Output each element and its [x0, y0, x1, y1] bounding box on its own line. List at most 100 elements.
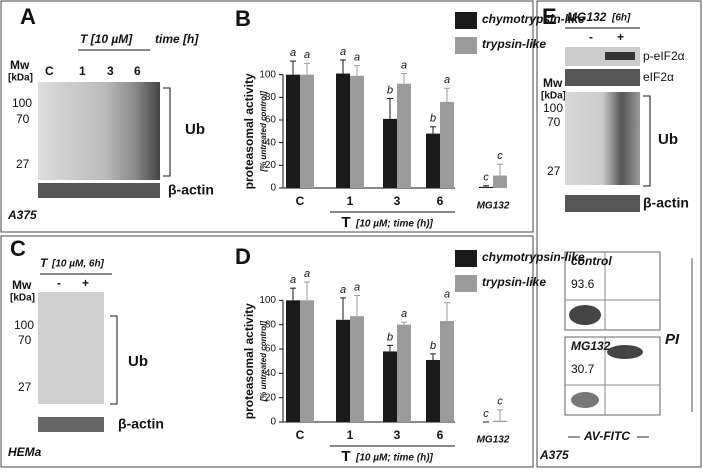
- bracket: [643, 95, 651, 187]
- bracket: [163, 87, 171, 177]
- mw-marker: 27: [16, 157, 30, 171]
- bar: [493, 175, 507, 188]
- treatment: MG132: [567, 10, 607, 24]
- x-tick-label: 1: [347, 194, 354, 208]
- bar: [300, 300, 314, 422]
- significance-letter: a: [340, 284, 346, 296]
- control-label: β-actin: [643, 195, 689, 211]
- mw-label: Mw: [10, 58, 30, 72]
- x-tick-label: C: [296, 194, 305, 208]
- band-label: Ub: [185, 121, 205, 138]
- control-label: β-actin: [168, 182, 214, 198]
- significance-letter: b: [387, 84, 393, 96]
- mw-unit: [kDa]: [541, 91, 566, 102]
- blot: [565, 92, 640, 185]
- bar: [426, 359, 440, 422]
- bracket: [110, 315, 118, 405]
- y-tick-label: 80: [265, 92, 277, 103]
- x-tick-label: 3: [394, 194, 401, 208]
- control-label: β-actin: [118, 416, 164, 432]
- significance-letter: a: [290, 274, 296, 286]
- y-tick-label: 80: [265, 319, 277, 330]
- bar: [440, 321, 454, 422]
- flow-condition: control: [571, 254, 612, 268]
- time-label: time [h]: [155, 32, 199, 46]
- panel-label: D: [235, 244, 251, 269]
- significance-letter: c: [483, 408, 489, 420]
- bar: [383, 118, 397, 188]
- panel-label: E: [542, 4, 557, 29]
- bar: [300, 74, 314, 188]
- protein-label: p-eIF2α: [643, 49, 685, 63]
- blot: [38, 292, 104, 404]
- y-tick-label: 40: [265, 368, 277, 379]
- lane-label: -: [57, 276, 61, 290]
- y-axis-sublabel: [% untreated control]: [259, 321, 268, 403]
- mw-marker: 27: [547, 164, 561, 178]
- mw-marker: 100: [14, 318, 34, 332]
- bar: [479, 186, 493, 188]
- significance-letter: a: [401, 59, 407, 71]
- flow-cloud: [607, 345, 643, 359]
- flow-value: 30.7: [571, 362, 595, 376]
- lane-label: C: [45, 64, 54, 78]
- mw-marker: 100: [543, 101, 563, 115]
- flow-value: 93.6: [571, 277, 595, 291]
- significance-letter: c: [483, 172, 489, 184]
- y-axis-label: proteasomal activity: [242, 303, 256, 419]
- panel-frame: [0, 0, 534, 233]
- significance-letter: c: [497, 150, 503, 162]
- x-tick-label: 1: [347, 428, 354, 442]
- bar: [397, 324, 411, 422]
- bar: [286, 74, 300, 188]
- treatment: T: [40, 256, 49, 270]
- y-tick-label: 0: [270, 183, 276, 194]
- treatment-detail: [10 µM, 6h]: [51, 259, 105, 270]
- x-axis-sublabel: [10 µM; time (h)]: [355, 219, 434, 230]
- x-tick-label: 6: [437, 194, 444, 208]
- bar: [350, 75, 364, 188]
- mw-unit: [kDa]: [10, 293, 35, 304]
- cell-line: HEMa: [8, 445, 42, 459]
- blot: [565, 47, 640, 66]
- blot: [565, 195, 640, 212]
- mw-marker: 70: [547, 115, 561, 129]
- panel-label: C: [10, 236, 26, 261]
- bar: [350, 316, 364, 422]
- y-tick-label: 40: [265, 137, 277, 148]
- lane-label: 1: [79, 64, 86, 78]
- legend-label: chymotrypsin-like: [482, 250, 585, 264]
- significance-letter: a: [354, 281, 360, 293]
- blot: [38, 417, 104, 432]
- blot: [38, 82, 160, 180]
- lane-label: 3: [107, 64, 114, 78]
- y-tick-label: 20: [265, 392, 277, 403]
- x-tick-label: 3: [394, 428, 401, 442]
- legend-swatch: [455, 12, 477, 29]
- mw-label: Mw: [543, 76, 563, 90]
- band-label: Ub: [128, 353, 148, 370]
- y-tick-label: 20: [265, 160, 277, 171]
- mw-marker: 70: [16, 112, 30, 126]
- blot: [565, 69, 640, 86]
- significance-letter: a: [340, 46, 346, 58]
- mw-unit: [kDa]: [8, 73, 33, 84]
- bar: [426, 133, 440, 188]
- significance-letter: b: [430, 113, 436, 125]
- bar: [383, 351, 397, 422]
- x-axis-label: T: [341, 214, 350, 231]
- legend-label: chymotrypsin-like: [482, 12, 585, 26]
- x-tick-label: MG132: [477, 435, 510, 446]
- x-tick-label: MG132: [477, 201, 510, 212]
- y-tick-label: 100: [259, 295, 276, 306]
- band-label: Ub: [658, 131, 678, 148]
- panel-frame: [536, 0, 702, 468]
- legend-swatch: [455, 37, 477, 54]
- lane-label: -: [589, 30, 593, 44]
- y-axis-label: proteasomal activity: [242, 73, 256, 189]
- significance-letter: a: [444, 74, 450, 86]
- panel-label: A: [20, 4, 36, 29]
